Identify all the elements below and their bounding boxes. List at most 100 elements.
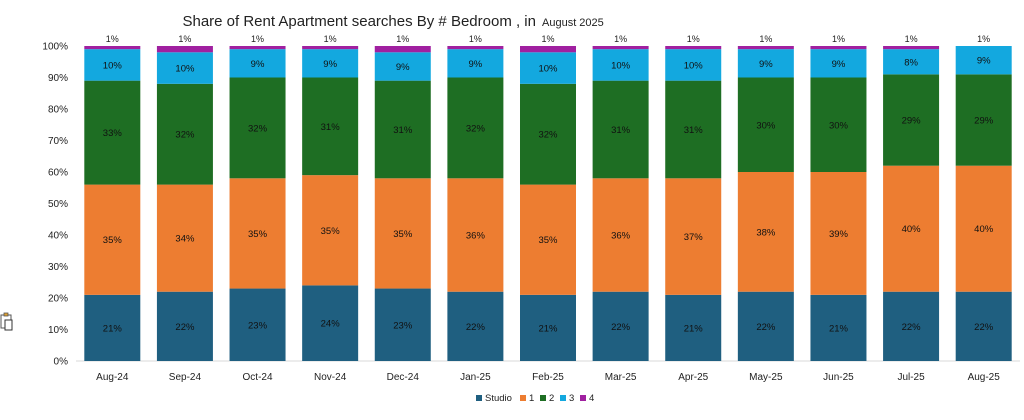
data-label: 35% — [248, 229, 268, 240]
data-label: 1% — [759, 34, 772, 44]
bar-segment — [665, 49, 722, 81]
bar-segment — [737, 49, 794, 78]
x-tick-label: Feb-25 — [532, 372, 564, 383]
bar-segment — [520, 46, 576, 53]
data-label: 1% — [469, 34, 482, 44]
data-label: 35% — [103, 235, 123, 246]
x-tick-label: Jun-25 — [823, 372, 854, 383]
data-label: 22% — [611, 322, 631, 333]
bar-segment — [592, 46, 649, 50]
data-label: 1% — [251, 34, 264, 44]
legend-swatch — [520, 395, 526, 401]
legend-swatch — [580, 395, 586, 401]
x-tick-label: Aug-24 — [96, 372, 129, 383]
x-tick-label: Apr-25 — [678, 372, 708, 383]
bar-segment — [665, 178, 722, 295]
bar-segment — [374, 178, 431, 289]
data-label: 33% — [103, 128, 123, 139]
data-label: 36% — [466, 231, 486, 242]
bar-segment — [229, 49, 286, 78]
y-tick-label: 80% — [48, 105, 68, 116]
bar-segment — [229, 288, 286, 361]
bar-segment — [447, 49, 504, 78]
bar-segment — [302, 77, 359, 176]
bar-segment — [302, 46, 359, 50]
data-label: 1% — [832, 34, 845, 44]
data-label: 34% — [175, 234, 195, 245]
bar-segment — [447, 46, 504, 50]
y-axis: 0% 10% 20% 30% 40% 50% 60% 70% 80% 90% 100% — [42, 42, 68, 368]
y-tick-label: 10% — [48, 325, 68, 336]
x-tick-label: Aug-25 — [968, 372, 1001, 383]
bar-segment — [84, 49, 141, 81]
bar-segment — [520, 294, 576, 361]
legend-label: 1 — [529, 393, 534, 404]
x-tick-label: Dec-24 — [387, 372, 420, 383]
bar-segment — [156, 46, 213, 53]
data-label: 40% — [902, 224, 922, 235]
legend-swatch — [476, 395, 482, 401]
bar-segment — [737, 77, 794, 172]
data-label: 1% — [106, 34, 119, 44]
bar-segment — [302, 49, 359, 78]
bar-segment — [592, 291, 649, 361]
data-label: 21% — [103, 323, 123, 334]
bar-segment — [229, 178, 286, 289]
data-label: 21% — [829, 323, 849, 334]
data-label: 37% — [684, 232, 704, 243]
data-label: 1% — [396, 34, 409, 44]
bar-segment — [229, 46, 286, 50]
legend-label: 3 — [569, 393, 574, 404]
bar-segment — [665, 80, 722, 179]
bar-segment — [883, 165, 940, 292]
bar-segment — [883, 49, 940, 75]
data-label: 1% — [905, 34, 918, 44]
data-label: 21% — [538, 323, 558, 334]
bar-segment — [374, 52, 431, 81]
data-label: 10% — [175, 64, 195, 75]
bar-segment — [374, 288, 431, 361]
bar-group: 21% 35% 33% 10% 1% 22% 34% 32% 10% 1% 23% 35% 32% 9% 1… — [84, 34, 1012, 361]
data-label: 30% — [829, 120, 849, 131]
bar-segment — [84, 184, 141, 295]
data-label: 38% — [756, 227, 776, 238]
bar-segment — [84, 46, 141, 50]
bar-segment — [810, 77, 867, 172]
data-label: 9% — [251, 59, 265, 70]
bar-segment — [810, 294, 867, 361]
bar-segment — [374, 80, 431, 179]
data-label: 31% — [393, 125, 413, 136]
data-label: 24% — [321, 319, 341, 330]
data-label: 9% — [469, 59, 483, 70]
x-tick-label: Jan-25 — [460, 372, 491, 383]
bar-segment — [810, 49, 867, 78]
bar-segment — [520, 52, 576, 84]
bar-segment — [447, 178, 504, 292]
data-label: 32% — [248, 123, 268, 134]
legend-label: Studio — [485, 393, 512, 404]
bar-segment — [737, 46, 794, 50]
bar-segment — [447, 77, 504, 179]
bar-segment — [520, 83, 576, 185]
paste-options-icon[interactable] — [0, 312, 14, 332]
bar-segment — [883, 74, 940, 166]
data-label: 9% — [323, 59, 337, 70]
bar-segment — [302, 175, 359, 286]
bar-segment — [665, 294, 722, 361]
data-label: 9% — [396, 62, 410, 73]
data-label: 22% — [974, 322, 994, 333]
data-label: 1% — [324, 34, 337, 44]
bar-segment — [156, 184, 213, 292]
y-tick-label: 70% — [48, 136, 68, 147]
data-label: 30% — [756, 120, 776, 131]
data-label: 1% — [614, 34, 627, 44]
x-axis: Aug-24 Sep-24 Oct-24 Nov-24 Dec-24 Jan-25 Feb-… — [76, 360, 1020, 383]
data-label: 22% — [466, 322, 486, 333]
data-label: 22% — [175, 322, 195, 333]
data-label: 29% — [902, 116, 922, 127]
y-tick-label: 90% — [48, 73, 68, 84]
data-label: 39% — [829, 229, 849, 240]
y-tick-label: 0% — [54, 357, 69, 368]
bar-segment — [374, 46, 431, 53]
